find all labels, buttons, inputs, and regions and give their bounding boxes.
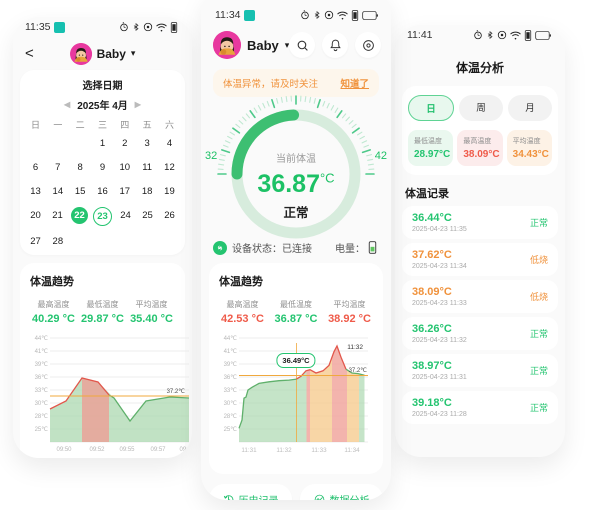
svg-text:28℃: 28℃ (224, 414, 238, 420)
svg-text:44℃: 44℃ (35, 336, 49, 342)
svg-text:37.2℃: 37.2℃ (167, 389, 186, 395)
svg-text:30℃: 30℃ (224, 401, 238, 407)
svg-text:09:50: 09:50 (56, 447, 72, 453)
svg-text:09:55: 09:55 (119, 447, 135, 453)
svg-text:09:59: 09:59 (179, 447, 189, 453)
svg-text:37.2℃: 37.2℃ (349, 368, 368, 374)
svg-text:33℃: 33℃ (35, 388, 49, 394)
svg-text:11:31: 11:31 (241, 447, 257, 454)
svg-text:36℃: 36℃ (224, 375, 238, 381)
svg-text:39℃: 39℃ (224, 362, 238, 368)
svg-text:30℃: 30℃ (35, 401, 49, 407)
svg-text:11:34: 11:34 (344, 447, 360, 454)
svg-text:09:57: 09:57 (150, 447, 166, 453)
svg-text:41℃: 41℃ (224, 349, 238, 355)
svg-text:39℃: 39℃ (35, 362, 49, 368)
svg-text:25℃: 25℃ (35, 427, 49, 433)
svg-text:25℃: 25℃ (224, 427, 238, 433)
svg-text:41℃: 41℃ (35, 349, 49, 355)
svg-text:28℃: 28℃ (35, 414, 49, 420)
svg-text:11:33: 11:33 (311, 447, 327, 454)
svg-text:11:32: 11:32 (347, 344, 363, 351)
svg-text:09:52: 09:52 (89, 447, 105, 453)
svg-text:11:32: 11:32 (276, 447, 292, 454)
svg-text:33℃: 33℃ (224, 388, 238, 394)
svg-text:36℃: 36℃ (35, 375, 49, 381)
svg-text:44℃: 44℃ (224, 336, 238, 342)
